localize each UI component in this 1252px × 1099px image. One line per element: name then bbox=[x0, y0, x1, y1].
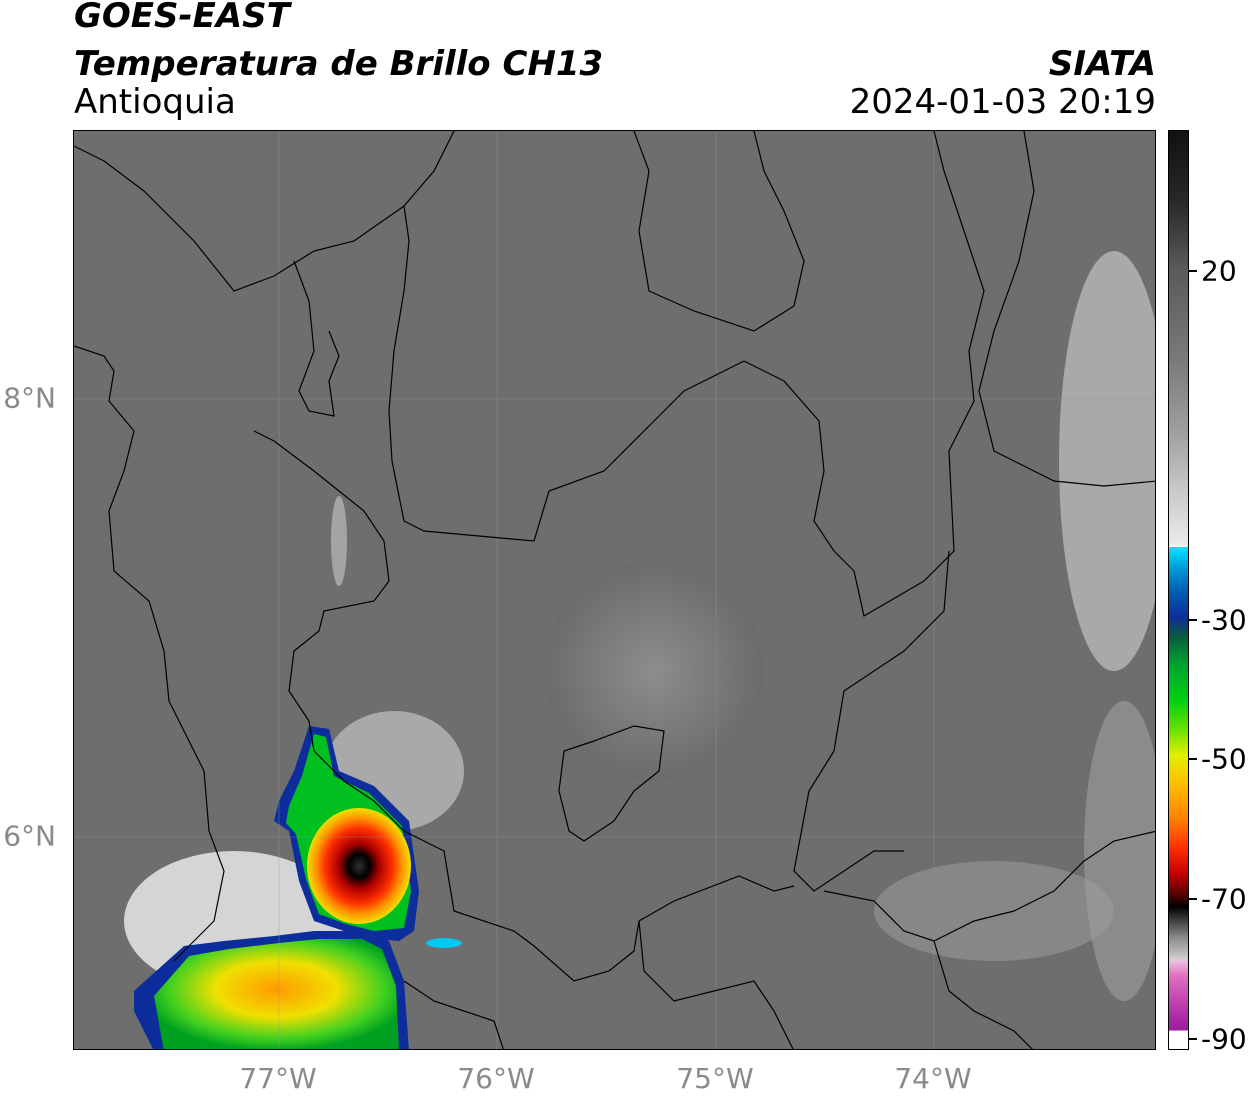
lat-label-8n: 8°N bbox=[3, 381, 56, 415]
gulf-uraba-coast bbox=[293, 260, 340, 417]
colorbar-label-minus30: -30 bbox=[1201, 603, 1247, 637]
lon-label-76w: 76°W bbox=[457, 1062, 535, 1095]
department-boundary-south-2 bbox=[403, 980, 504, 1049]
colorbar-tick-20 bbox=[1189, 270, 1197, 272]
colorbar-label-minus90: -90 bbox=[1201, 1022, 1247, 1056]
small-cloud-cell bbox=[426, 938, 462, 948]
antioquia-border-north bbox=[388, 205, 745, 542]
brand-label: SIATA bbox=[1048, 44, 1156, 84]
coastline-pacific bbox=[74, 345, 225, 962]
colorbar-tick-minus50 bbox=[1189, 758, 1197, 760]
boundaries bbox=[74, 131, 1155, 1049]
department-boundary-south bbox=[638, 920, 794, 1049]
colorbar-label-20: 20 bbox=[1201, 254, 1237, 288]
coastline-north bbox=[74, 131, 455, 292]
temperature-colorbar bbox=[1168, 130, 1189, 1050]
bright-cloud-east bbox=[1059, 251, 1155, 671]
colorbar-tick-minus30 bbox=[1189, 619, 1197, 621]
lat-label-6n: 6°N bbox=[3, 819, 56, 853]
municipal-boundary-1 bbox=[558, 725, 665, 842]
light-streak bbox=[331, 496, 347, 586]
product-title: Temperatura de Brillo CH13 bbox=[74, 44, 604, 84]
satellite-title: GOES-EAST bbox=[74, 0, 290, 36]
bright-cloud-south bbox=[874, 861, 1114, 961]
colorbar-tick-minus70 bbox=[1189, 898, 1197, 900]
colorbar-tick-minus90 bbox=[1189, 1038, 1197, 1040]
antioquia-border-west bbox=[253, 430, 390, 722]
department-boundary-south-3 bbox=[933, 940, 1033, 1049]
antioquia-border-magdalena bbox=[793, 550, 950, 892]
department-boundary-northeast bbox=[633, 131, 805, 332]
antioquia-border-south bbox=[308, 720, 795, 982]
lon-label-74w: 74°W bbox=[894, 1062, 972, 1095]
department-boundary-southeast bbox=[823, 830, 1155, 942]
datetime-label: 2024-01-03 20:19 bbox=[849, 82, 1156, 122]
storm-cold-top-north bbox=[307, 808, 411, 924]
lon-label-75w: 75°W bbox=[676, 1062, 754, 1095]
antioquia-border-east bbox=[743, 131, 985, 617]
region-label: Antioquia bbox=[74, 82, 236, 122]
department-boundary-east bbox=[978, 131, 1155, 487]
andes-warm-area bbox=[544, 561, 764, 781]
storm-core-south bbox=[154, 939, 399, 1049]
colorbar-label-minus70: -70 bbox=[1201, 882, 1247, 916]
graticule bbox=[74, 131, 1155, 1049]
colorbar-label-minus50: -50 bbox=[1201, 742, 1247, 776]
map-canvas bbox=[74, 131, 1155, 1049]
lon-label-77w: 77°W bbox=[239, 1062, 317, 1095]
brightness-temperature-map bbox=[73, 130, 1156, 1050]
